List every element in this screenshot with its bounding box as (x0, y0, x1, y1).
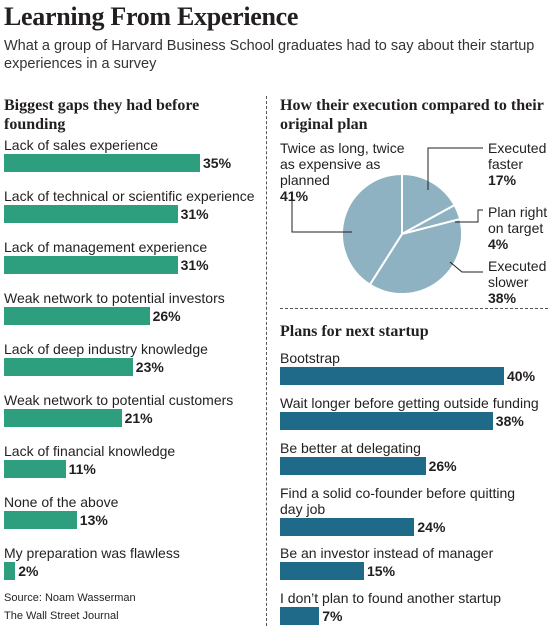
plan-value: 7% (322, 608, 343, 624)
plan-bar (280, 562, 364, 580)
gap-bar (4, 205, 178, 223)
gap-label: Lack of financial knowledge (4, 443, 176, 459)
gap-label: My preparation was flawless (4, 545, 180, 561)
plan-bar (280, 412, 493, 430)
plan-item: Bootstrap 40% (280, 350, 535, 385)
pie-label-value: 41% (280, 188, 309, 204)
plan-label: Find a solid co-founder before quitting … (280, 485, 516, 517)
gap-bar (4, 307, 150, 325)
gap-item: Lack of deep industry knowledge 23% (4, 341, 208, 376)
pie-label-twice-as-long: Twice as long, twice as expensive as pla… (280, 140, 410, 204)
plans-heading: Plans for next startup (280, 323, 429, 340)
gap-bar (4, 358, 133, 376)
plan-value: 38% (495, 413, 524, 429)
gap-value: 2% (18, 563, 39, 579)
plan-item: Be an investor instead of manager 15% (280, 545, 493, 580)
gap-value: 31% (180, 206, 209, 222)
plan-label: Be better at delegating (280, 440, 421, 456)
plan-bar (280, 607, 320, 625)
gap-value: 31% (180, 257, 209, 273)
pie-slice-executed-slower (368, 217, 463, 295)
plan-value: 15% (367, 563, 396, 579)
plan-label: Wait longer before getting outside fundi… (280, 395, 539, 411)
pie-label-text: Executed faster (488, 140, 547, 172)
plan-bar (280, 518, 415, 536)
gap-value: 21% (124, 410, 153, 426)
pie-label-value: 38% (488, 290, 517, 306)
gap-bar (4, 511, 77, 529)
gap-label: Lack of sales experience (4, 137, 159, 153)
pie-label-text: Executed slower (488, 258, 547, 290)
gap-item: Lack of technical or scientific experien… (4, 188, 255, 223)
pie-label-executed-slower: Executed slower 38% (488, 258, 552, 306)
gap-item: Lack of management experience 31% (4, 239, 209, 274)
plan-label: Be an investor instead of manager (280, 545, 494, 561)
source-line: Source: Noam Wasserman (4, 592, 136, 604)
plan-value: 26% (428, 458, 457, 474)
plan-value: 24% (417, 519, 446, 535)
gap-item: Lack of sales experience 35% (4, 137, 231, 172)
plan-item: Be better at delegating 26% (280, 440, 457, 475)
publisher-line: The Wall Street Journal (4, 610, 119, 622)
gap-value: 35% (203, 155, 232, 171)
gap-label: Lack of deep industry knowledge (4, 341, 208, 357)
gap-label: Weak network to potential customers (4, 392, 234, 408)
pie-label-text: Plan right on target (488, 204, 548, 236)
vertical-divider (266, 96, 267, 626)
gap-bar (4, 256, 178, 274)
gap-item: Weak network to potential investors 26% (4, 290, 225, 325)
gap-label: None of the above (4, 494, 119, 510)
chart-title: Learning From Experience (4, 2, 299, 31)
horizontal-divider (280, 308, 548, 309)
pie-label-value: 17% (488, 172, 517, 188)
pie-label-on-target: Plan right on target 4% (488, 204, 552, 252)
plan-label: I don’t plan to found another startup (280, 590, 502, 606)
gap-item: Weak network to potential customers 21% (4, 392, 233, 427)
gap-value: 13% (79, 512, 108, 528)
gap-value: 11% (68, 461, 96, 477)
plan-bar (280, 367, 504, 385)
gap-bar (4, 562, 16, 580)
gap-item: None of the above 13% (4, 494, 118, 529)
plan-value: 40% (507, 368, 536, 384)
gap-value: 26% (152, 308, 181, 324)
plan-item: Find a solid co-founder before quitting … (280, 485, 525, 536)
gap-label: Lack of management experience (4, 239, 208, 255)
gaps-heading: Biggest gaps they had before founding (4, 97, 200, 133)
pie-label-executed-faster: Executed faster 17% (488, 140, 552, 188)
gap-bar (4, 154, 200, 172)
gap-bar (4, 460, 66, 478)
plan-item: I don’t plan to found another startup 7% (280, 590, 501, 625)
pie-label-text: Twice as long, twice as expensive as pla… (280, 140, 405, 188)
gap-item: My preparation was flawless 2% (4, 545, 180, 580)
gap-label: Lack of technical or scientific experien… (4, 188, 255, 204)
gap-bar (4, 409, 122, 427)
gap-label: Weak network to potential investors (4, 290, 225, 306)
plan-bar (280, 457, 426, 475)
plan-item: Wait longer before getting outside fundi… (280, 395, 539, 430)
chart-subtitle: What a group of Harvard Business School … (4, 38, 535, 72)
pie-label-value: 4% (488, 236, 509, 252)
plan-label: Bootstrap (280, 350, 340, 366)
gap-value: 23% (135, 359, 164, 375)
execution-heading: How their execution compared to their or… (280, 97, 544, 133)
gap-item: Lack of financial knowledge 11% (4, 443, 175, 478)
